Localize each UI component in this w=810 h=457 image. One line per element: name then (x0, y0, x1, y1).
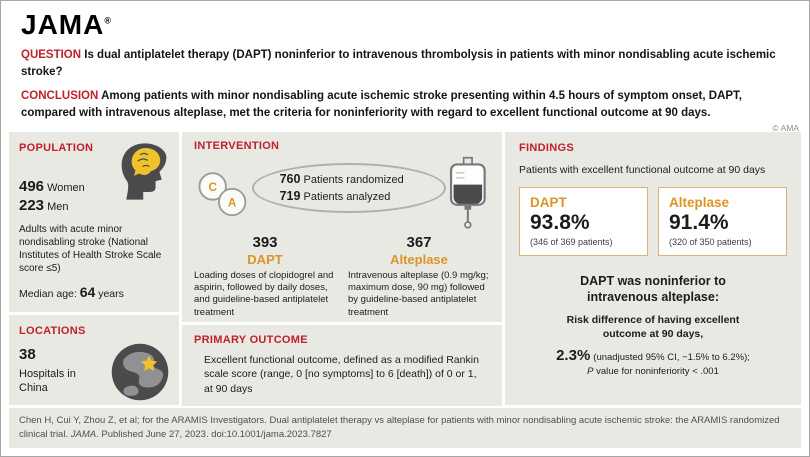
primary-outcome-panel: PRIMARY OUTCOME Excellent functional out… (182, 324, 502, 406)
analyzed-line: 719 Patients analyzed (280, 188, 445, 205)
randomized-count: 760 (279, 171, 301, 186)
population-panel: POPULATION 496 Women 223 Men Adults with… (9, 131, 179, 313)
p-value-line: P value for noninferiority < .001 (519, 366, 787, 377)
conclusion-line: CONCLUSION Among patients with minor non… (21, 88, 783, 121)
conclusion-label: CONCLUSION (21, 90, 99, 103)
risk-difference-ci: (unadjusted 95% CI, −1.5% to 6.2%); (593, 352, 750, 364)
noninferiority-headline: DAPT was noninferior to intravenous alte… (580, 273, 726, 304)
column-intervention: INTERVENTION C A 760 Patients randomized… (182, 131, 502, 406)
randomization-ellipse: 760 Patients randomized 719 Patients ana… (251, 162, 447, 213)
dapt-result-detail: (346 of 369 patients) (530, 236, 613, 247)
question-line: QUESTION Is dual antiplatelet therapy (D… (21, 47, 783, 80)
locations-panel: LOCATIONS 38 Hospitals in China (9, 315, 179, 406)
women-label: Women (47, 181, 85, 194)
hospitals-label: Hospitals in China (19, 367, 76, 395)
patient-head-brain-icon (121, 143, 167, 200)
primary-outcome-text: Excellent functional outcome, defined as… (204, 353, 479, 396)
dapt-arm: 393 DAPT Loading doses of clopidogrel an… (194, 234, 336, 319)
alteplase-name: Alteplase (390, 251, 448, 267)
pills-icon: C A (198, 171, 247, 216)
randomized-line: 760 Patients randomized (280, 171, 445, 188)
conclusion-text: Among patients with minor nondisabling a… (21, 90, 742, 120)
alteplase-arm: 367 Alteplase Intravenous alteplase (0.9… (348, 234, 490, 319)
alteplase-result-value: 91.4% (669, 210, 729, 234)
dapt-name: DAPT (247, 251, 283, 267)
result-boxes: DAPT 93.8% (346 of 369 patients) Altepla… (519, 186, 787, 256)
intervention-panel: INTERVENTION C A 760 Patients randomized… (182, 131, 502, 322)
findings-panel: FINDINGS Patients with excellent functio… (505, 131, 801, 406)
analyzed-count: 719 (279, 188, 301, 203)
men-label: Men (47, 200, 69, 213)
header: JAMA® QUESTION Is dual antiplatelet ther… (9, 7, 801, 133)
citation-footer: Chen H, Cui Y, Zhou Z, et al; for the AR… (9, 408, 801, 448)
question-text: Is dual antiplatelet therapy (DAPT) noni… (21, 49, 776, 78)
population-title: POPULATION (19, 141, 94, 154)
globe-icon (111, 344, 169, 401)
question-label: QUESTION (21, 49, 82, 61)
arms-row: 393 DAPT Loading doses of clopidogrel an… (194, 234, 490, 319)
locations-text: 38 Hospitals in China (19, 345, 97, 395)
alteplase-result-name: Alteplase (669, 194, 730, 210)
median-age-prefix: Median age: (19, 288, 77, 301)
intervention-title: INTERVENTION (194, 139, 280, 152)
jama-logo-text: JAMA (21, 9, 105, 40)
alteplase-description: Intravenous alteplase (0.9 mg/kg; maximu… (348, 269, 489, 318)
risk-difference-line: 2.3% (unadjusted 95% CI, −1.5% to 6.2%); (519, 347, 787, 364)
women-count: 496 (19, 177, 45, 195)
median-age-line: Median age: 64 years (19, 284, 169, 300)
locations-title: LOCATIONS (19, 325, 86, 338)
men-count: 223 (19, 196, 45, 214)
intervention-icons-row: C A 760 Patients randomized 719 Patients… (194, 154, 490, 232)
dapt-result-value: 93.8% (530, 210, 590, 234)
dapt-result-box: DAPT 93.8% (346 of 369 patients) (519, 186, 648, 256)
dapt-description: Loading doses of clopidogrel and aspirin… (194, 269, 334, 318)
alteplase-count: 367 (406, 233, 432, 251)
population-description: Adults with acute minor nondisabling str… (19, 223, 162, 275)
p-value-label: P (587, 366, 594, 378)
alteplase-result-detail: (320 of 350 patients) (669, 236, 752, 247)
alteplase-result-box: Alteplase 91.4% (320 of 350 patients) (658, 186, 787, 256)
main-content: POPULATION 496 Women 223 Men Adults with… (9, 131, 801, 406)
men-count-line: 223 Men (19, 197, 169, 214)
women-count-line: 496 Women (19, 178, 169, 195)
findings-title: FINDINGS (519, 141, 574, 154)
citation-part1: Chen H, Cui Y, Zhou Z, et al; for the AR… (19, 415, 780, 441)
registered-mark: ® (104, 15, 112, 26)
dapt-count: 393 (252, 233, 278, 251)
hospitals-count: 38 (19, 346, 36, 364)
findings-subtitle: Patients with excellent functional outco… (519, 163, 766, 176)
copyright-note: © AMA (772, 122, 799, 133)
pill-letter-c: C (208, 181, 217, 194)
citation-part2: . Published June 27, 2023. doi:10.1001/j… (96, 429, 332, 441)
primary-outcome-title: PRIMARY OUTCOME (194, 333, 308, 346)
iv-bag-icon (450, 156, 487, 229)
population-counts: 496 Women 223 Men (19, 178, 169, 214)
p-value-text: value for noninferiority < .001 (593, 366, 719, 378)
noninferiority-subhead: Risk difference of having excellent outc… (566, 314, 740, 340)
risk-difference-value: 2.3% (556, 347, 591, 365)
column-population: POPULATION 496 Women 223 Men Adults with… (9, 131, 179, 406)
median-age-value: 64 (79, 284, 96, 301)
median-age-suffix: years (98, 288, 124, 301)
jama-logo: JAMA® (21, 11, 797, 39)
pill-letter-a: A (228, 196, 237, 209)
citation-journal: JAMA (70, 429, 97, 441)
dapt-result-name: DAPT (530, 194, 567, 210)
analyzed-label: Patients analyzed (303, 190, 391, 203)
noninferiority-block: DAPT was noninferior to intravenous alte… (519, 273, 787, 378)
column-findings: FINDINGS Patients with excellent functio… (505, 131, 801, 406)
randomized-label: Patients randomized (303, 173, 404, 186)
